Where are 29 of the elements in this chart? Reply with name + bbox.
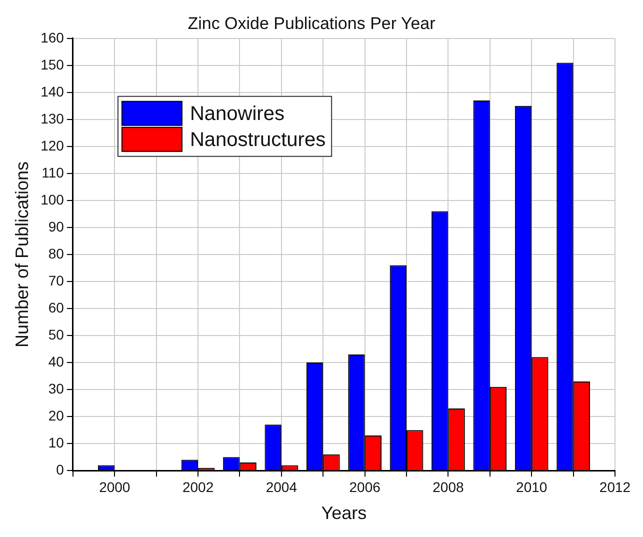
x-tick-label: 2010: [516, 478, 548, 495]
y-tick-label: 70: [48, 272, 64, 288]
x-tick-label: 2008: [432, 478, 464, 495]
x-tick-label: 2002: [182, 478, 214, 495]
y-axis-title: Number of Publications: [12, 161, 32, 348]
x-tick-label: 2004: [266, 478, 298, 495]
legend-label: Nanowires: [190, 102, 284, 125]
y-tick-label: 90: [48, 218, 64, 234]
x-axis-title: Years: [321, 503, 367, 524]
y-tick-label: 30: [48, 380, 64, 396]
x-tick-label: 2006: [349, 478, 381, 495]
y-tick-label: 20: [48, 407, 64, 424]
chart-title: Zinc Oxide Publications Per Year: [188, 14, 436, 33]
y-tick-label: 50: [48, 326, 64, 342]
y-tick-label: 60: [48, 299, 64, 316]
x-tick-label: 2000: [99, 478, 130, 495]
y-tick-label: 160: [40, 29, 64, 46]
y-tick-label: 150: [40, 56, 64, 72]
y-tick-label: 110: [42, 164, 64, 180]
x-tick-label: 2012: [599, 478, 631, 495]
y-tick-label: 0: [56, 461, 64, 478]
y-tick-label: 130: [40, 110, 64, 126]
y-tick-label: 40: [48, 353, 64, 370]
y-tick-label: 80: [48, 245, 64, 262]
y-tick-label: 140: [40, 83, 64, 100]
y-tick-label: 10: [48, 434, 64, 450]
y-tick-label: 100: [40, 191, 64, 208]
legend-label: Nanostructures: [190, 128, 326, 151]
y-tick-label: 120: [40, 137, 64, 154]
